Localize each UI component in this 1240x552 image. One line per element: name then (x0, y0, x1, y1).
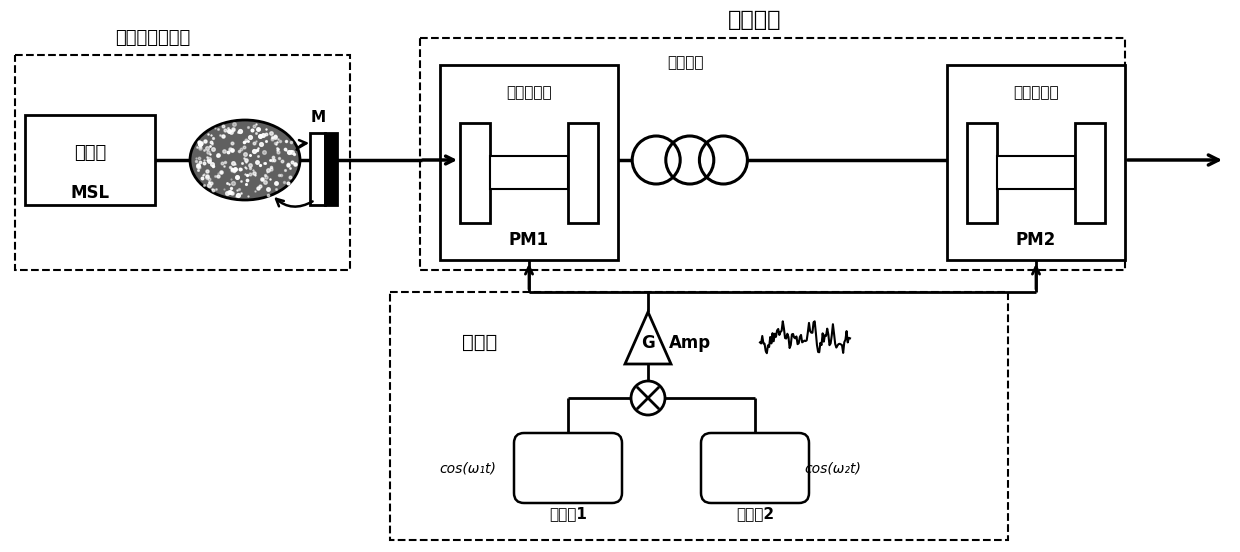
Bar (391, 292, 1008, 540)
Text: PM2: PM2 (1016, 231, 1056, 249)
Circle shape (631, 381, 665, 415)
Ellipse shape (190, 120, 300, 200)
Text: MSL: MSL (71, 184, 109, 202)
Text: cos(ω₁t): cos(ω₁t) (439, 461, 496, 475)
FancyBboxPatch shape (701, 433, 808, 503)
Bar (440, 65, 618, 260)
Text: PM1: PM1 (508, 231, 549, 249)
Text: 相位调制器: 相位调制器 (1013, 86, 1059, 100)
Text: 色散介质: 色散介质 (667, 56, 703, 71)
Polygon shape (625, 312, 671, 364)
Bar (460, 123, 490, 223)
Bar (568, 123, 598, 223)
Text: 驱动端: 驱动端 (463, 332, 497, 352)
Text: cos(ω₂t): cos(ω₂t) (804, 461, 861, 475)
Bar (947, 65, 1125, 260)
Bar (25, 115, 155, 205)
Bar (967, 123, 997, 223)
Text: 激光器: 激光器 (74, 144, 107, 162)
Bar (325, 133, 337, 205)
Bar (420, 38, 1125, 270)
Bar (490, 156, 568, 189)
Text: 射频源1: 射频源1 (549, 507, 587, 522)
Text: M: M (310, 110, 326, 125)
Text: 相位调制器: 相位调制器 (506, 86, 552, 100)
Bar (997, 156, 1075, 189)
Bar (310, 133, 325, 205)
Text: Amp: Amp (668, 334, 711, 352)
Bar (15, 55, 350, 270)
FancyBboxPatch shape (515, 433, 622, 503)
Text: 射频源2: 射频源2 (735, 507, 774, 522)
Text: 混沌外腔激光器: 混沌外腔激光器 (115, 29, 190, 47)
Bar (1075, 123, 1105, 223)
Text: G: G (641, 334, 655, 352)
Text: 时间透镜: 时间透镜 (728, 10, 781, 30)
